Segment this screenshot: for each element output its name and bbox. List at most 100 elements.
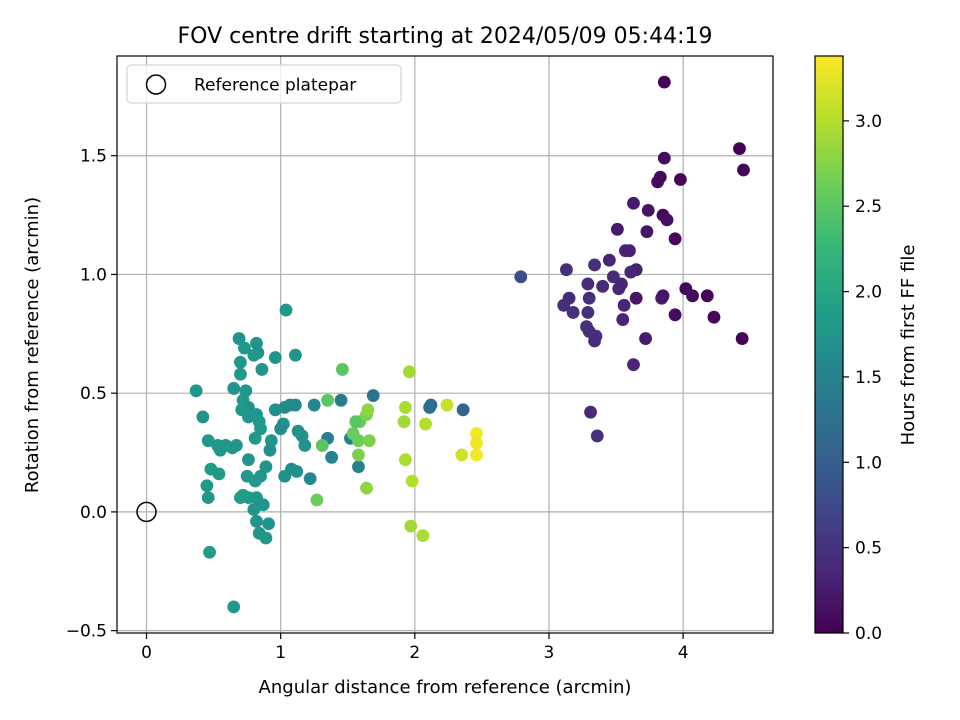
x-tick-label-0: 0	[141, 643, 152, 663]
data-point-40	[616, 313, 630, 326]
data-point-20	[560, 263, 573, 277]
data-point-53	[250, 336, 263, 350]
y-tick-label-0: −0.5	[66, 622, 107, 642]
data-point-15	[623, 244, 636, 258]
data-point-132	[349, 415, 363, 429]
plot-area	[117, 56, 773, 633]
data-point-6	[657, 151, 671, 165]
data-point-36	[700, 289, 714, 303]
data-point-25	[612, 282, 626, 296]
plot-background	[117, 56, 773, 633]
data-points	[136, 75, 750, 614]
data-point-108	[247, 503, 261, 516]
data-point-127	[315, 439, 329, 452]
y-axis-ticks: −0.5 0.0 0.5 1.0 1.5	[66, 147, 117, 642]
data-point-77	[274, 422, 288, 436]
colorbar-tick-label-0: 0.0	[855, 624, 882, 644]
data-point-105	[236, 488, 250, 502]
data-point-88	[298, 439, 312, 452]
data-point-143	[399, 453, 412, 467]
data-point-54	[238, 341, 251, 355]
x-tick-label-3: 3	[544, 643, 555, 663]
data-point-87	[201, 434, 215, 448]
data-point-136	[361, 403, 375, 417]
data-point-129	[310, 493, 324, 507]
data-point-86	[229, 439, 243, 452]
data-point-93	[212, 467, 226, 481]
data-point-99	[278, 469, 292, 483]
colorbar: 0.0 0.5 1.0 1.5 2.0 2.5 3.0	[814, 55, 882, 644]
data-point-18	[624, 265, 638, 279]
data-point-100	[290, 465, 304, 478]
data-point-3	[674, 173, 687, 186]
data-point-35	[686, 289, 699, 303]
data-point-133	[352, 434, 365, 448]
data-point-117	[325, 450, 339, 464]
data-point-13	[668, 232, 682, 246]
data-point-1	[733, 142, 746, 156]
data-point-128	[335, 363, 349, 376]
data-point-144	[405, 474, 419, 488]
data-point-89	[242, 453, 255, 467]
data-point-102	[201, 491, 215, 505]
data-point-115	[303, 472, 317, 486]
data-point-58	[247, 348, 261, 362]
data-point-59	[234, 355, 247, 369]
data-point-27	[557, 298, 571, 312]
y-tick-label-3: 1.0	[80, 265, 107, 285]
data-point-5	[651, 175, 665, 189]
data-point-114	[227, 600, 241, 614]
data-point-30	[617, 298, 631, 312]
data-point-24	[596, 279, 610, 293]
data-point-140	[399, 401, 412, 414]
data-point-47	[627, 358, 640, 372]
x-tick-label-2: 2	[409, 643, 420, 663]
colorbar-gradient	[814, 55, 844, 634]
y-axis-label: Rotation from reference (arcmin)	[22, 197, 43, 493]
data-point-147	[440, 398, 454, 412]
data-point-46	[735, 332, 749, 345]
x-axis-ticks: 0 1 2 3 4	[141, 633, 689, 663]
data-point-145	[404, 519, 418, 533]
data-point-37	[668, 308, 682, 322]
data-point-16	[602, 253, 616, 267]
data-point-0	[657, 75, 671, 89]
colorbar-tick-label-6: 3.0	[855, 112, 882, 132]
data-point-8	[660, 213, 674, 227]
data-point-45	[639, 332, 652, 345]
data-point-19	[588, 258, 601, 272]
data-point-29	[566, 306, 580, 319]
data-point-124	[424, 398, 438, 412]
data-point-151	[470, 448, 483, 462]
data-point-11	[640, 225, 654, 239]
data-point-31	[629, 291, 643, 305]
data-point-12	[610, 222, 624, 236]
colorbar-tick-label-2: 1.0	[855, 453, 882, 473]
data-point-2	[737, 163, 750, 177]
data-point-52	[232, 332, 246, 345]
data-point-119	[334, 393, 348, 407]
data-point-149	[470, 427, 483, 440]
data-point-48	[584, 405, 597, 419]
data-point-80	[264, 434, 278, 448]
y-tick-label-4: 1.5	[80, 147, 107, 167]
data-point-73	[196, 410, 210, 424]
data-point-61	[234, 367, 247, 381]
data-point-81	[254, 422, 267, 436]
data-point-113	[203, 545, 216, 559]
colorbar-tick-label-5: 2.5	[855, 197, 882, 217]
reference-platepar-marker	[136, 501, 157, 523]
y-tick-label-2: 0.5	[80, 384, 107, 404]
data-point-109	[250, 514, 263, 528]
data-point-150	[470, 436, 483, 450]
data-point-125	[456, 403, 470, 417]
data-point-56	[289, 348, 302, 362]
data-point-139	[403, 365, 416, 379]
data-point-74	[242, 410, 255, 424]
colorbar-tick-label-3: 1.5	[855, 368, 882, 388]
data-point-82	[248, 431, 262, 445]
data-point-121	[352, 460, 365, 474]
legend-box	[126, 64, 402, 104]
data-point-95	[259, 460, 273, 474]
